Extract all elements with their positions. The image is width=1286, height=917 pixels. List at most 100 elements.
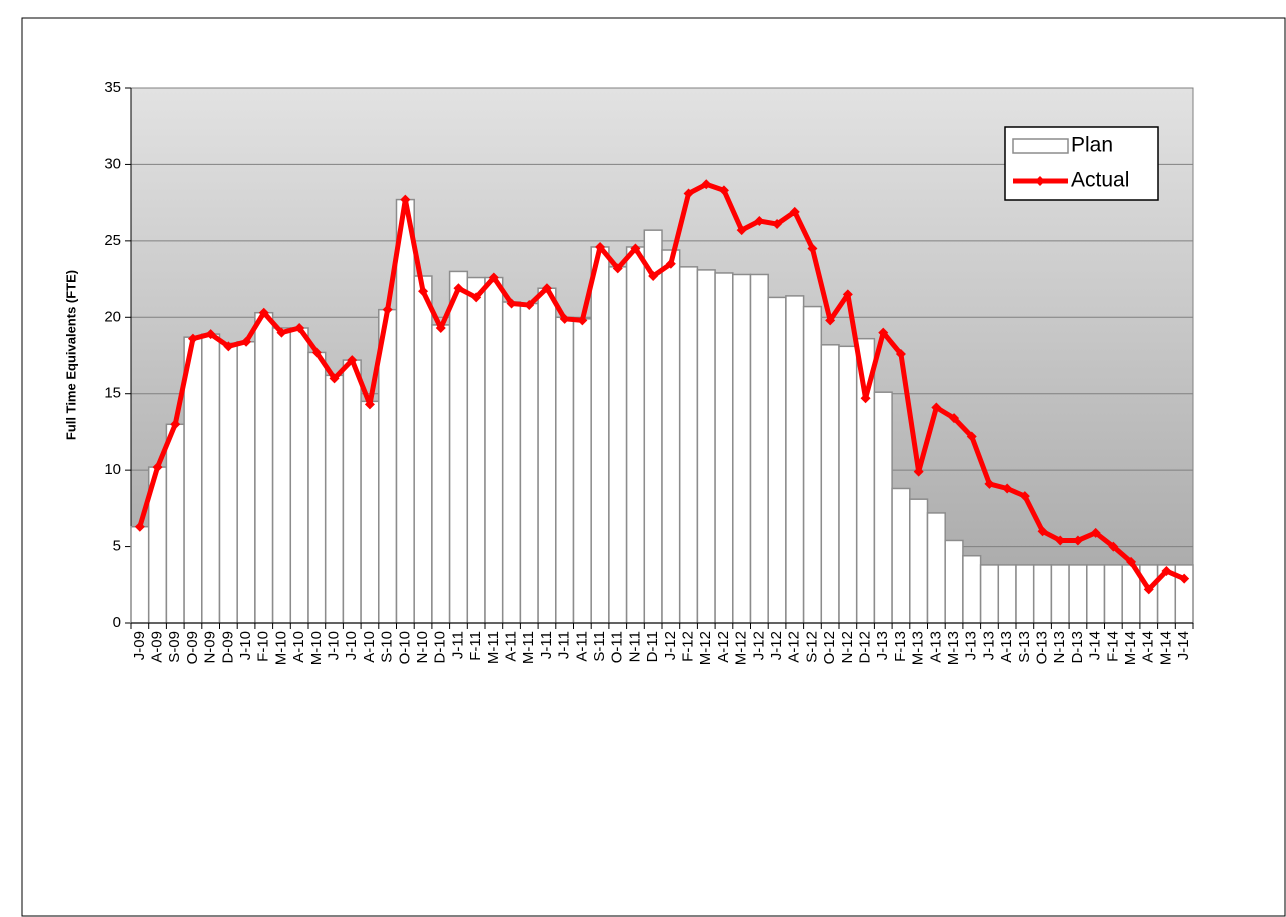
marker [170, 419, 181, 430]
x-tick-label: A-09 [149, 631, 166, 663]
marker [541, 283, 552, 294]
marker [789, 206, 800, 217]
marker [152, 462, 163, 473]
bar [625, 246, 646, 624]
bar [484, 276, 504, 624]
bar [254, 311, 274, 624]
marker [577, 315, 588, 326]
marker [134, 521, 145, 532]
x-tick-label: J-10 [343, 631, 360, 660]
marker [241, 336, 252, 347]
marker [258, 307, 269, 318]
legend-label: Plan [1071, 134, 1113, 157]
x-tick-label: N-10 [414, 631, 431, 664]
bar [395, 198, 415, 624]
marker [1161, 566, 1172, 577]
x-tick-label: A-11 [503, 631, 520, 662]
marker [223, 341, 234, 352]
bar [661, 249, 681, 624]
x-tick-label: M-10 [308, 631, 325, 665]
bar [378, 308, 398, 624]
x-tick-label: N-12 [839, 631, 856, 664]
x-tick-label: O-10 [396, 631, 413, 664]
marker [895, 348, 906, 359]
x-tick-label: A-12 [786, 631, 803, 663]
x-tick-label: M-11 [520, 631, 537, 664]
bar [820, 344, 840, 624]
bar [643, 229, 663, 624]
bar [218, 342, 238, 624]
x-tick-label: M-13 [945, 631, 962, 665]
marker [842, 289, 853, 300]
bar [785, 295, 805, 624]
marker [453, 283, 464, 294]
x-tick-label: J-14 [1175, 631, 1192, 660]
marker [1072, 535, 1083, 546]
y-axis-label: Full Time Equivalents (FTE) [63, 270, 78, 440]
x-tick-label: F-12 [680, 631, 697, 662]
x-tick-label: F-13 [892, 631, 909, 662]
bar [997, 564, 1017, 624]
bar [909, 498, 929, 624]
marker [754, 215, 765, 226]
bar [962, 554, 982, 624]
legend-swatch [1012, 138, 1069, 154]
bar [838, 345, 858, 624]
marker [294, 322, 305, 333]
x-tick-label: A-13 [998, 631, 1015, 663]
marker [701, 179, 712, 190]
x-tick-label: O-13 [1034, 631, 1051, 664]
marker [311, 347, 322, 358]
marker [418, 286, 429, 297]
x-tick-label: S-13 [1016, 631, 1033, 663]
bar [271, 327, 292, 624]
marker [825, 315, 836, 326]
x-tick-label: J-12 [662, 631, 679, 660]
marker [683, 188, 694, 199]
bar [891, 487, 911, 624]
x-tick-label: J-12 [750, 631, 767, 660]
bar [1032, 564, 1053, 624]
marker [364, 399, 375, 410]
y-tick-label: 20 [104, 308, 121, 325]
x-tick-label: M-14 [1157, 631, 1174, 665]
x-tick-label: A-12 [715, 631, 732, 663]
bar [555, 316, 575, 624]
marker [984, 478, 995, 489]
x-tick-label: J-10 [326, 631, 343, 660]
y-tick-label: 15 [104, 385, 121, 402]
x-tick-label: A-10 [290, 631, 307, 663]
x-tick-label: S-11 [591, 631, 608, 662]
legend-label: Actual [1071, 169, 1129, 192]
marker [807, 243, 818, 254]
x-tick-label: O-09 [184, 631, 201, 664]
marker [276, 327, 287, 338]
x-tick-label: J-11 [538, 631, 555, 659]
marker [595, 241, 606, 252]
bar [979, 564, 1000, 624]
x-tick-label: N-13 [1051, 631, 1068, 664]
marker [524, 300, 535, 311]
bar [324, 374, 345, 624]
marker [913, 466, 924, 477]
bar [873, 391, 893, 624]
bar [1050, 564, 1070, 624]
y-tick-label: 0 [113, 614, 121, 631]
bar [466, 276, 486, 624]
x-tick-label: D-12 [857, 631, 874, 664]
x-tick-label: S-12 [803, 631, 820, 663]
x-tick-label: F-14 [1104, 631, 1121, 662]
marker [382, 304, 393, 315]
marker [400, 194, 411, 205]
marker [1108, 541, 1119, 552]
marker [648, 271, 659, 282]
x-tick-label: J-11 [556, 631, 573, 659]
marker [1019, 491, 1030, 502]
marker [1179, 573, 1190, 584]
x-tick-label: F-10 [255, 631, 272, 662]
x-tick-label: O-11 [609, 631, 626, 663]
bar [1068, 564, 1088, 624]
x-tick-label: J-13 [963, 631, 980, 660]
marker [187, 333, 198, 344]
